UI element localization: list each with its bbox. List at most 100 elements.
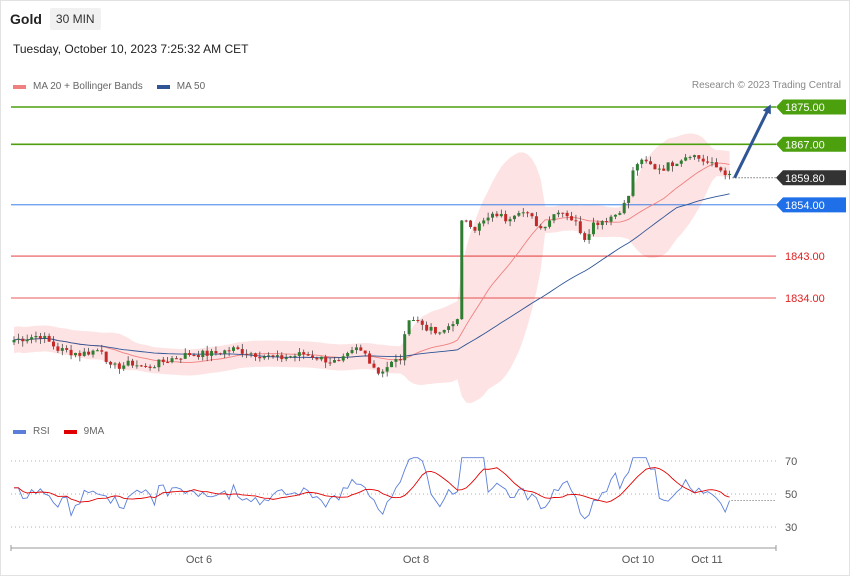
- candle: [148, 364, 152, 371]
- candle: [482, 217, 486, 227]
- candle-body: [710, 162, 714, 164]
- candle: [376, 367, 380, 376]
- candle-body: [644, 159, 648, 162]
- candle-body: [245, 353, 249, 355]
- candle-body: [631, 170, 635, 196]
- price-legend: MA 20 + Bollinger Bands MA 50: [13, 81, 219, 92]
- level-value: 1875.00: [785, 102, 825, 114]
- candle: [43, 332, 47, 344]
- candle-body: [267, 355, 271, 357]
- candle: [425, 321, 429, 332]
- candle: [710, 157, 714, 167]
- candle: [679, 159, 683, 167]
- candle-body: [543, 226, 547, 229]
- candle-body: [662, 168, 666, 171]
- candle-body: [170, 358, 174, 363]
- candle-body: [447, 326, 451, 330]
- ma50-line: [13, 193, 730, 359]
- legend-item-ma50: MA 50: [156, 81, 205, 92]
- candle: [372, 360, 376, 369]
- candle: [131, 358, 135, 368]
- candle: [179, 357, 183, 363]
- rsi-tick-label: 30: [785, 522, 797, 534]
- candle: [271, 354, 275, 359]
- time-tick-label: Oct 8: [403, 554, 429, 566]
- rsi-legend: RSI 9MA: [13, 426, 118, 437]
- candle-body: [302, 352, 306, 355]
- candle-body: [438, 332, 442, 334]
- resistance-label: 1867.00: [776, 136, 846, 152]
- support-label: 1834.00: [785, 293, 825, 305]
- candle-body: [56, 346, 60, 351]
- level-value: 1854.00: [785, 200, 825, 212]
- candle-body: [161, 359, 165, 363]
- candle: [591, 217, 595, 237]
- candle: [275, 350, 279, 361]
- rsi-tick-label: 50: [785, 489, 797, 501]
- candle: [666, 162, 670, 172]
- candle: [570, 211, 574, 221]
- candle-body: [60, 348, 64, 351]
- pivot-label: 1854.00: [776, 197, 846, 213]
- resistance-label: 1875.00: [776, 99, 846, 115]
- candle-body: [671, 162, 674, 167]
- candle: [25, 334, 29, 344]
- candle: [188, 350, 192, 357]
- candle: [354, 344, 358, 354]
- candle: [477, 221, 481, 236]
- candle: [258, 351, 262, 362]
- level-tag: [776, 170, 846, 186]
- candle-body: [135, 365, 139, 367]
- rsi-tick-label: 70: [785, 456, 797, 468]
- candle: [381, 369, 385, 378]
- candle: [284, 354, 288, 362]
- candle: [692, 154, 696, 160]
- candle: [117, 361, 121, 374]
- level-tag: [776, 99, 846, 115]
- candle: [280, 352, 284, 363]
- candle: [87, 347, 91, 356]
- candle: [139, 364, 143, 367]
- candle-body: [609, 216, 613, 222]
- candle: [723, 167, 727, 180]
- candle: [324, 354, 328, 368]
- current-label: 1859.80: [776, 170, 846, 186]
- candle-body: [47, 335, 51, 342]
- candle: [122, 362, 126, 372]
- candle: [289, 355, 293, 359]
- candle-body: [385, 367, 389, 372]
- candle-body: [688, 157, 692, 159]
- candle: [499, 209, 503, 218]
- candle-body: [21, 338, 25, 342]
- candle: [311, 350, 315, 360]
- candle-body: [508, 219, 512, 222]
- candle-body: [464, 220, 468, 222]
- candle-body: [583, 233, 587, 240]
- candle: [714, 158, 718, 168]
- support-label: 1843.00: [785, 251, 825, 263]
- candle-body: [179, 358, 183, 360]
- rsi-9ma-line: [13, 467, 730, 503]
- level-value: 1843.00: [785, 251, 825, 263]
- candle-body: [635, 164, 639, 171]
- candle: [166, 357, 170, 364]
- candle: [210, 348, 214, 362]
- candle-body: [319, 356, 323, 360]
- candle-body: [706, 161, 710, 163]
- timeframe-badge[interactable]: 30 MIN: [49, 8, 101, 30]
- candle-body: [157, 359, 161, 368]
- candle-body: [534, 216, 538, 227]
- candle-body: [30, 337, 34, 340]
- candle: [552, 214, 556, 224]
- candle: [398, 354, 402, 365]
- candle: [240, 343, 244, 358]
- candle-body: [227, 350, 231, 352]
- candle: [293, 353, 297, 362]
- candle-body: [565, 212, 569, 217]
- candle: [319, 356, 323, 362]
- candle: [596, 220, 600, 230]
- candle: [460, 220, 464, 320]
- candle-body: [433, 326, 437, 334]
- candle-body: [52, 341, 56, 347]
- candle-body: [627, 195, 631, 203]
